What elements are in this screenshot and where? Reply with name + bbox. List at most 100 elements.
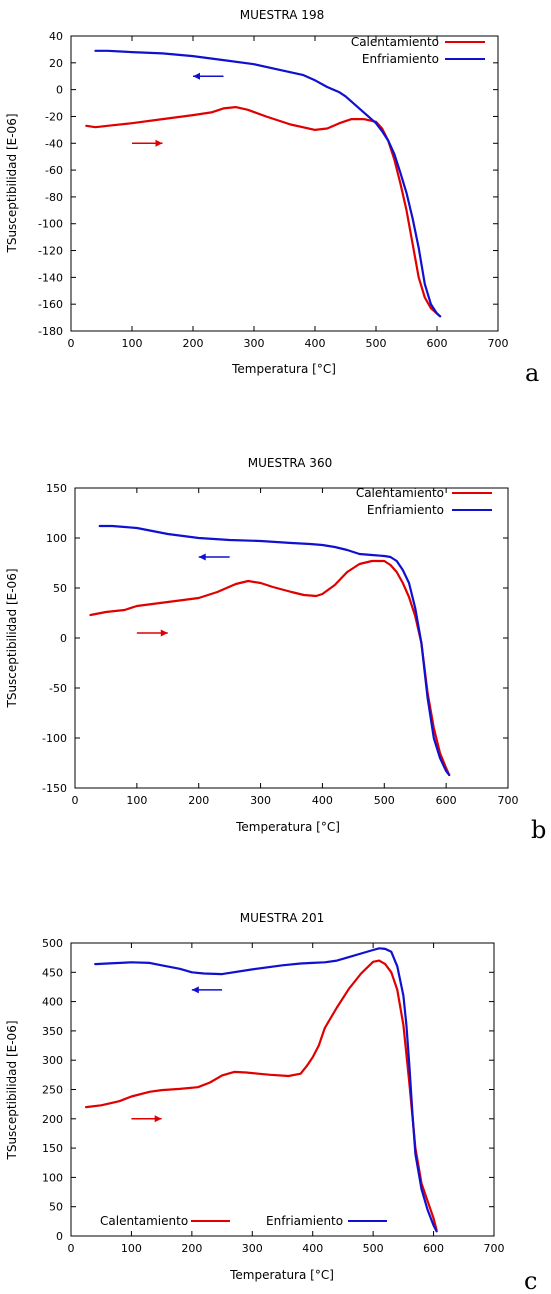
- y-tick-label: 300: [42, 1054, 63, 1067]
- x-tick-label: 0: [68, 1242, 75, 1255]
- y-tick-label: -80: [45, 191, 63, 204]
- x-tick-label: 600: [423, 1242, 444, 1255]
- legend-label: Enfriamiento: [367, 503, 444, 517]
- y-tick-label: 50: [53, 582, 67, 595]
- arrow-head: [160, 629, 168, 637]
- y-tick-label: -60: [45, 164, 63, 177]
- x-tick-label: 700: [484, 1242, 505, 1255]
- y-tick-label: -120: [38, 245, 63, 258]
- x-tick-label: 600: [436, 794, 457, 807]
- legend-label: Calentamiento: [356, 486, 444, 500]
- series-line-enfriamiento: [94, 49, 442, 318]
- x-tick-label: 400: [305, 337, 326, 350]
- y-axis-label: TSusceptibilidad [E-06]: [5, 113, 19, 253]
- x-tick-label: 100: [121, 1242, 142, 1255]
- annotations: [136, 553, 230, 637]
- y-tick-label: 40: [49, 30, 63, 43]
- x-tick-label: 500: [363, 1242, 384, 1255]
- chart-title: MUESTRA 198: [240, 8, 324, 22]
- legend: Calentamiento Enfriamiento: [351, 35, 485, 66]
- axis-ticks: 0 100 200 300 400 500 600 700150100500-50-100-1…: [42, 482, 518, 807]
- x-tick-label: 300: [250, 794, 271, 807]
- arrow-head: [191, 986, 199, 994]
- axis-ticks: 0 100 200 300 400 500 600 70040200-20-40-60-80-…: [38, 30, 508, 350]
- plot-frame: [70, 942, 495, 1237]
- x-tick-label: 100: [126, 794, 147, 807]
- series-line-enfriamiento: [98, 524, 451, 777]
- panel-letter: a: [525, 359, 539, 387]
- x-axis-label: Temperatura [°C]: [231, 362, 336, 376]
- x-tick-label: 700: [498, 794, 519, 807]
- annotations: [131, 986, 223, 1123]
- panel-letter: c: [524, 1267, 537, 1294]
- series-group: [85, 947, 438, 1233]
- y-tick-label: 500: [42, 937, 63, 950]
- arrow-head: [155, 139, 163, 147]
- y-tick-label: -180: [38, 325, 63, 338]
- y-tick-label: 100: [46, 532, 67, 545]
- y-tick-label: -40: [45, 137, 63, 150]
- y-axis-label: TSusceptibilidad [E-06]: [5, 1020, 19, 1160]
- x-tick-label: 0: [68, 337, 75, 350]
- x-axis-label: Temperatura [°C]: [235, 820, 340, 834]
- y-tick-label: 20: [49, 57, 63, 70]
- series-line-calentamiento: [89, 559, 451, 777]
- series-group: [89, 524, 451, 777]
- x-tick-label: 100: [122, 337, 143, 350]
- y-tick-label: -160: [38, 298, 63, 311]
- x-tick-label: 600: [427, 337, 448, 350]
- x-tick-label: 500: [366, 337, 387, 350]
- x-tick-label: 700: [488, 337, 509, 350]
- y-tick-label: 50: [49, 1201, 63, 1214]
- y-tick-label: 350: [42, 1025, 63, 1038]
- x-tick-label: 200: [181, 1242, 202, 1255]
- legend-label: Calentamiento: [351, 35, 439, 49]
- y-tick-label: -150: [42, 782, 67, 795]
- axis-ticks: 0 100 200 300 400 500 600 700500450400350300250…: [42, 937, 505, 1255]
- y-tick-label: -50: [49, 682, 67, 695]
- annotations: [132, 72, 224, 147]
- y-tick-label: 250: [42, 1084, 63, 1097]
- x-tick-label: 200: [183, 337, 204, 350]
- arrow-head: [154, 1115, 162, 1123]
- series-line-calentamiento: [85, 106, 442, 318]
- x-tick-label: 500: [374, 794, 395, 807]
- series-line-calentamiento: [85, 959, 438, 1232]
- x-tick-label: 400: [312, 794, 333, 807]
- legend-label: Enfriamiento: [266, 1214, 343, 1228]
- y-tick-label: 100: [42, 1171, 63, 1184]
- x-axis-label: Temperatura [°C]: [229, 1268, 334, 1282]
- chart-title: MUESTRA 360: [248, 456, 332, 470]
- y-tick-label: 0: [56, 84, 63, 97]
- chart-panel-b: MUESTRA 360 0 100 200 300 400 500 600 700150100…: [5, 456, 546, 844]
- y-tick-label: 200: [42, 1113, 63, 1126]
- legend: Calentamiento Enfriamiento: [100, 1214, 387, 1228]
- y-tick-label: 150: [42, 1142, 63, 1155]
- y-tick-label: -20: [45, 110, 63, 123]
- y-tick-label: 450: [42, 966, 63, 979]
- panel-letter: b: [531, 816, 546, 844]
- legend-label: Calentamiento: [100, 1214, 188, 1228]
- x-tick-label: 300: [244, 337, 265, 350]
- plot-frame: [74, 487, 509, 789]
- x-tick-label: 0: [72, 794, 79, 807]
- y-axis-label: TSusceptibilidad [E-06]: [5, 568, 19, 708]
- y-tick-label: -140: [38, 271, 63, 284]
- legend: Calentamiento Enfriamiento: [356, 486, 492, 517]
- y-tick-label: 0: [56, 1230, 63, 1243]
- plot-frame: [70, 35, 499, 332]
- series-line-enfriamiento: [94, 947, 438, 1233]
- legend-label: Enfriamiento: [362, 52, 439, 66]
- chart-title: MUESTRA 201: [240, 911, 324, 925]
- y-tick-label: -100: [42, 732, 67, 745]
- x-tick-label: 300: [242, 1242, 263, 1255]
- y-tick-label: 150: [46, 482, 67, 495]
- chart-panel-a: MUESTRA 198 0 100 200 300 400 500 600 70040200-…: [5, 8, 539, 387]
- series-group: [85, 49, 442, 318]
- y-tick-label: 0: [60, 632, 67, 645]
- y-tick-label: -100: [38, 218, 63, 231]
- arrow-head: [198, 553, 206, 561]
- arrow-head: [193, 72, 200, 80]
- y-tick-label: 400: [42, 996, 63, 1009]
